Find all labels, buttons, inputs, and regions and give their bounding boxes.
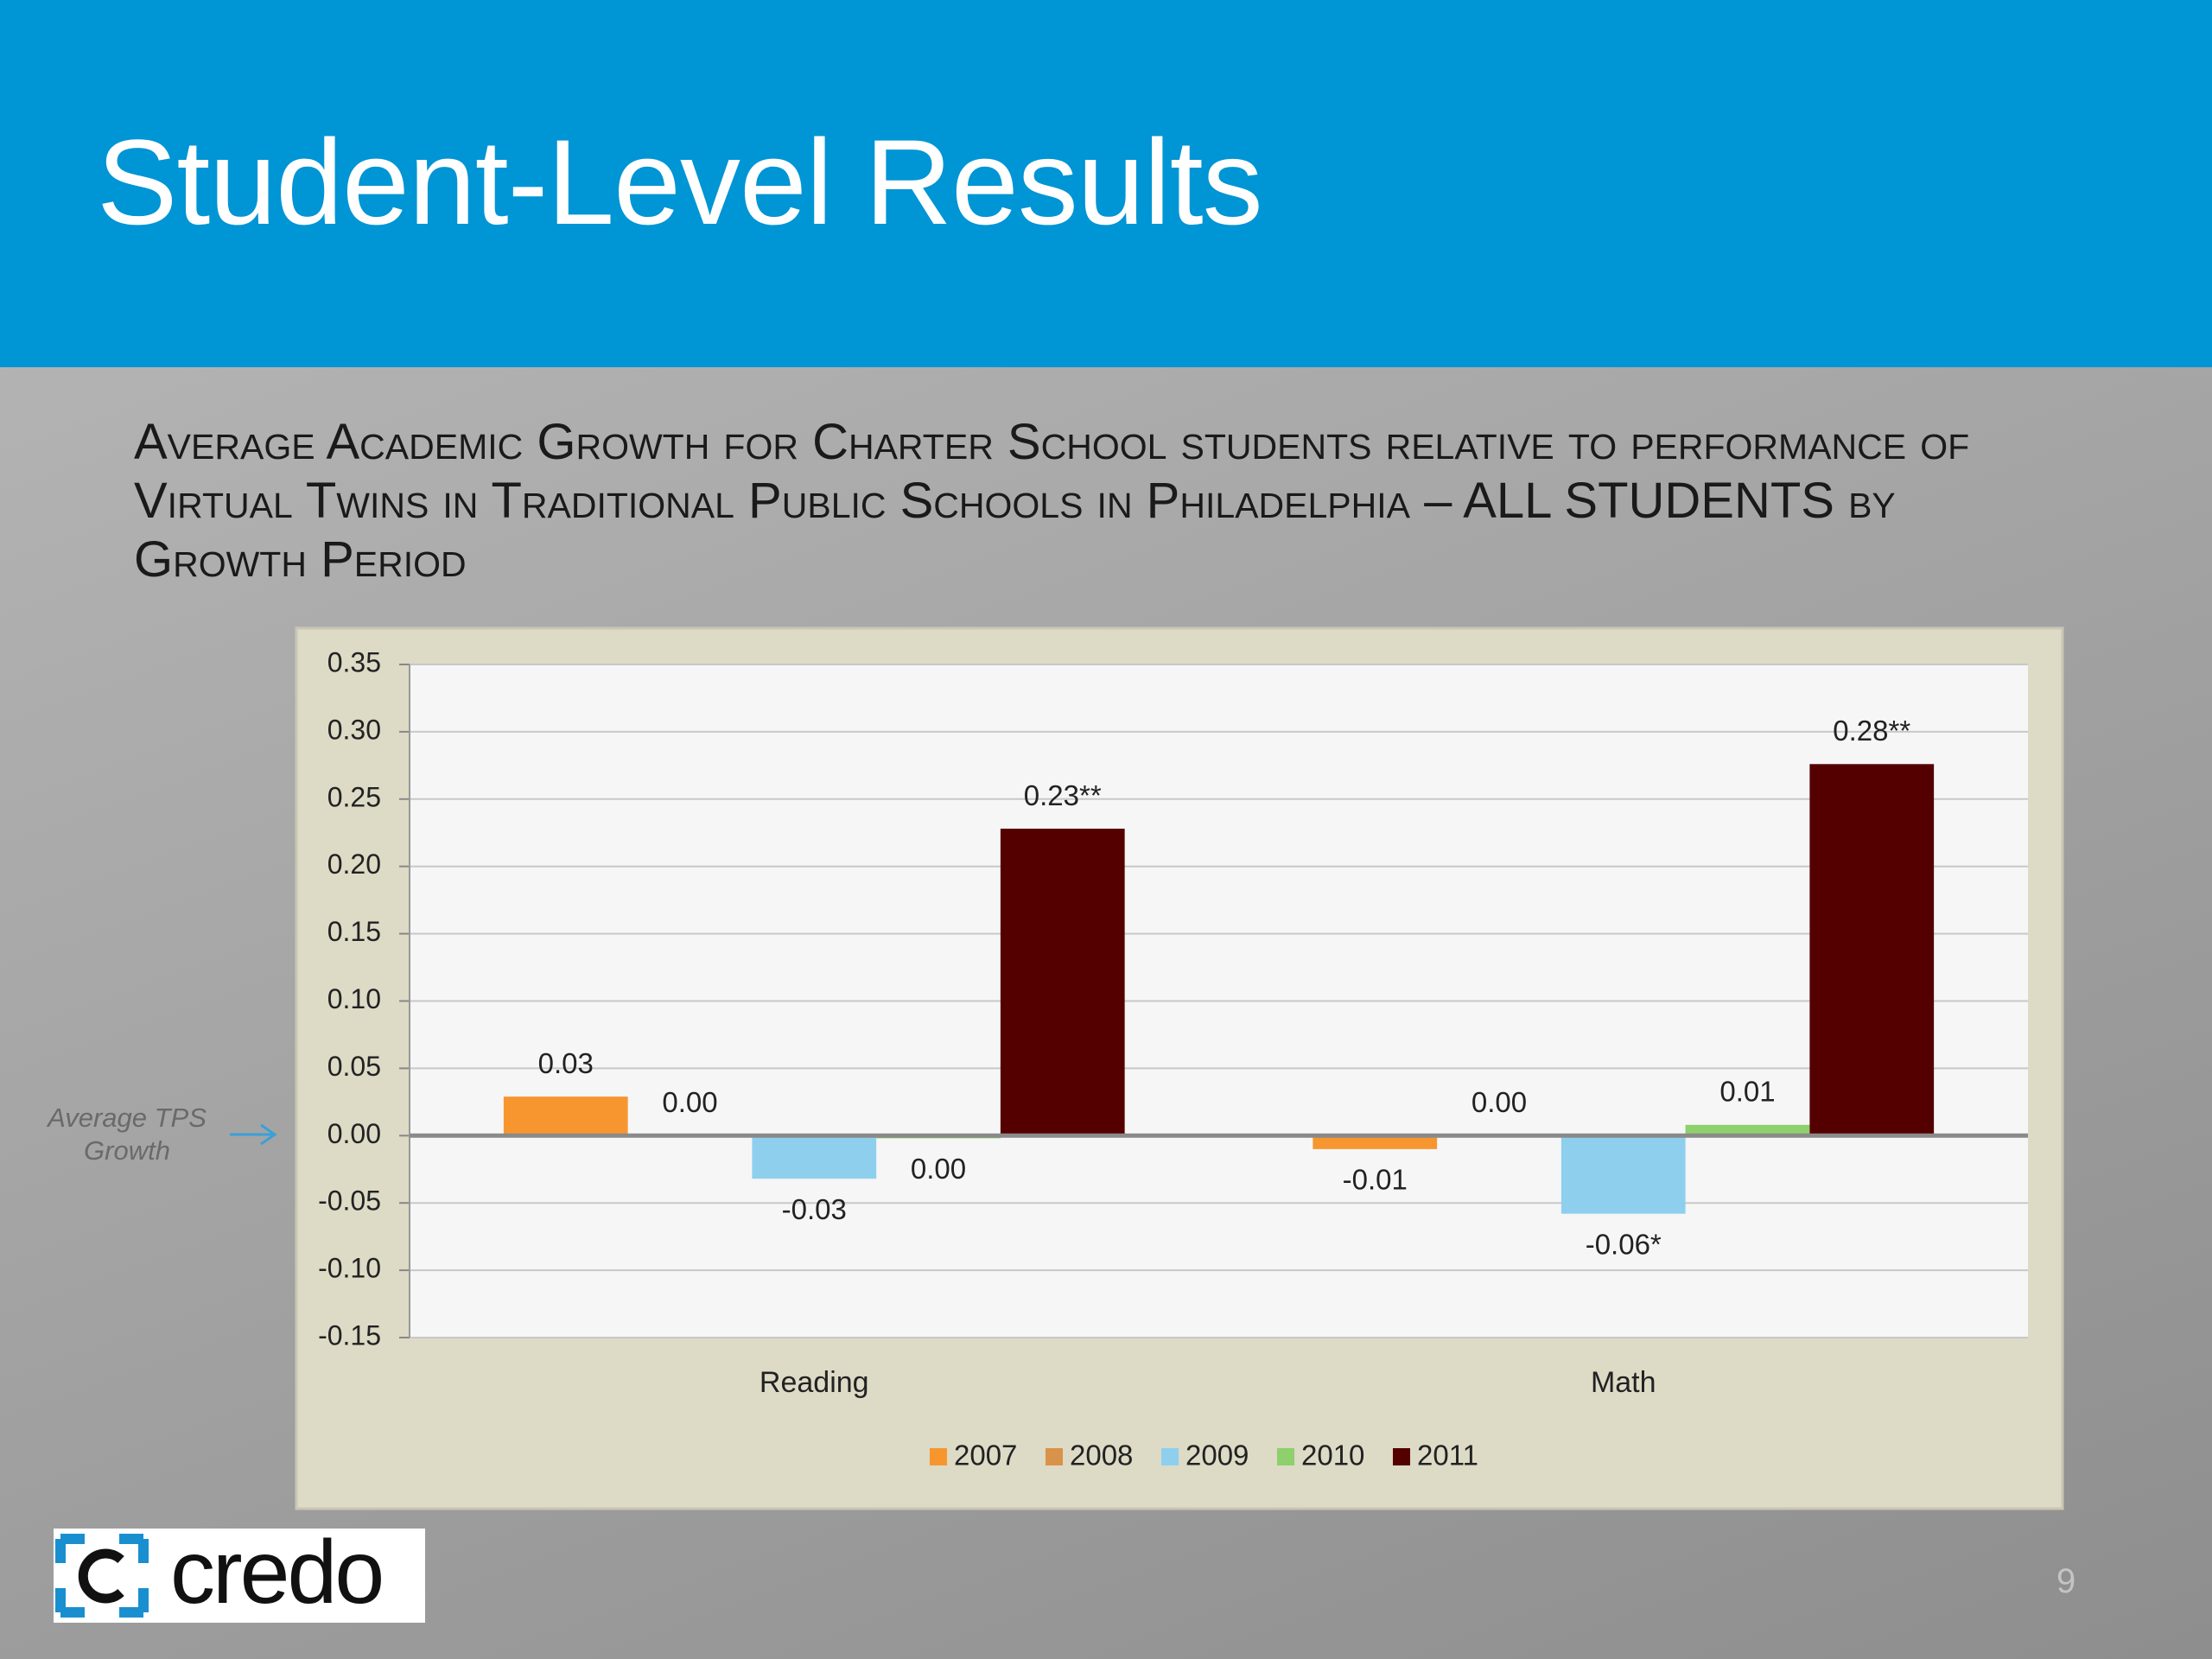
- logo-text: credo: [170, 1522, 385, 1623]
- data-label: 0.03: [538, 1047, 594, 1079]
- bar: [503, 1096, 628, 1136]
- bar: [1560, 1135, 1686, 1214]
- y-tick-label: 0.30: [327, 714, 381, 745]
- legend-label: 2008: [1070, 1440, 1133, 1471]
- data-label: -0.03: [782, 1193, 847, 1225]
- page-number: 9: [2056, 1562, 2076, 1600]
- data-label: 0.00: [911, 1153, 966, 1185]
- data-label: 0.28**: [1833, 715, 1910, 747]
- legend-label: 2011: [1417, 1440, 1478, 1471]
- y-tick-label: 0.25: [327, 781, 381, 812]
- data-label: -0.01: [1343, 1164, 1408, 1196]
- y-tick-label: 0.20: [327, 849, 381, 880]
- bar: [1000, 829, 1125, 1136]
- y-tick-label: -0.10: [318, 1253, 381, 1284]
- data-label: 0.01: [1719, 1076, 1775, 1108]
- annotation-arrow-head: [260, 1123, 277, 1146]
- bar: [1809, 764, 1935, 1136]
- chart-subtitle: Average Academic Growth for Charter Scho…: [134, 414, 1970, 588]
- x-tick-label: Math: [1591, 1366, 1656, 1399]
- data-label: 0.23**: [1024, 779, 1102, 811]
- header-band: Student-Level Results: [0, 0, 2212, 367]
- logo: credo: [54, 1522, 425, 1623]
- y-tick-label: 0.05: [327, 1051, 381, 1082]
- legend-swatch: [1161, 1448, 1179, 1465]
- legend-label: 2007: [954, 1440, 1017, 1471]
- slide-title: Student-Level Results: [97, 114, 1263, 250]
- y-tick-label: 0.00: [327, 1118, 381, 1149]
- legend-label: 2010: [1301, 1440, 1364, 1471]
- legend-label: 2009: [1185, 1440, 1249, 1471]
- data-label: 0.00: [662, 1086, 717, 1118]
- y-tick-label: 0.35: [327, 646, 381, 677]
- logo-icon: [55, 1534, 149, 1618]
- y-tick-label: 0.15: [327, 916, 381, 947]
- legend-swatch: [1393, 1448, 1410, 1465]
- y-tick-label: 0.10: [327, 983, 381, 1014]
- y-tick-label: -0.05: [318, 1185, 381, 1217]
- bar: [752, 1135, 877, 1179]
- data-label: -0.06*: [1586, 1228, 1662, 1260]
- bar: [1313, 1135, 1438, 1149]
- legend-swatch: [1277, 1448, 1294, 1465]
- bar: [1685, 1124, 1810, 1136]
- y-tick-label: -0.15: [318, 1319, 381, 1351]
- data-label: 0.00: [1471, 1086, 1527, 1118]
- legend-swatch: [1046, 1448, 1063, 1465]
- x-tick-label: Reading: [760, 1366, 869, 1399]
- legend-swatch: [930, 1448, 947, 1465]
- annotation: Average TPS Growth: [48, 1103, 207, 1166]
